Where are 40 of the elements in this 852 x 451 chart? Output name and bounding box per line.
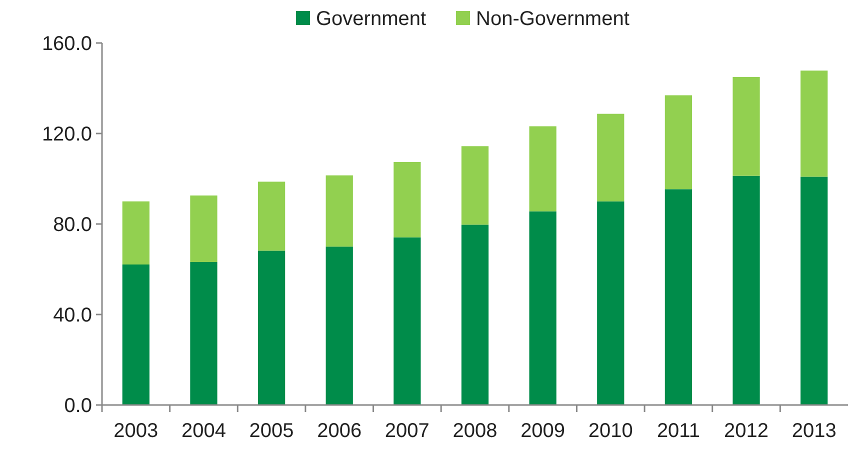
legend-label: Government [316,8,426,30]
bar [326,175,353,247]
x-tick-label: 2005 [249,420,294,442]
x-tick-label: 2006 [317,420,362,442]
bar [326,246,353,405]
bar [664,95,692,190]
bar [122,264,150,405]
y-tick-label: 160.0 [42,33,92,55]
bar [800,176,828,405]
bar [597,201,624,405]
bar [122,201,150,264]
x-tick-label: 2013 [792,420,836,442]
x-tick-label: 2004 [181,420,226,442]
bar [664,189,692,405]
x-tick-label: 2003 [114,420,158,442]
bar [732,76,760,176]
x-tick-label: 2012 [724,420,769,442]
bar [529,126,556,212]
bar [258,250,286,405]
x-tick-label: 2010 [588,420,633,442]
y-tick-label: 40.0 [53,304,92,326]
bar [529,211,556,405]
legend-label: Non-Government [476,8,630,30]
bar [597,114,624,202]
bar [461,146,489,225]
bar [190,195,218,262]
bar [258,182,286,251]
x-tick-label: 2008 [452,420,498,442]
bar [800,70,828,177]
y-tick-label: 120.0 [42,124,92,146]
bar [461,224,489,405]
bar [394,237,421,405]
x-tick-label: 2011 [656,420,700,442]
bar [732,176,760,405]
y-tick-label: 80.0 [53,214,92,236]
y-tick-label: 0.0 [64,395,92,417]
bar [394,162,421,238]
bar [190,262,218,405]
x-tick-label: 2009 [520,420,566,442]
x-tick-label: 2007 [384,420,430,442]
